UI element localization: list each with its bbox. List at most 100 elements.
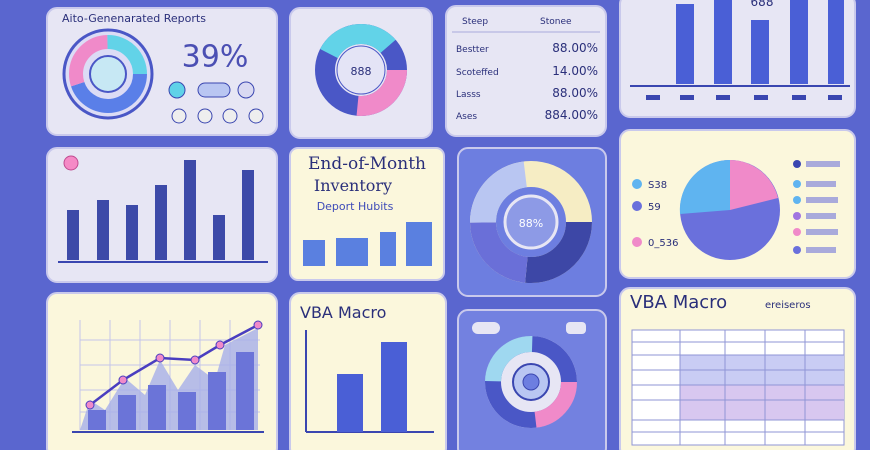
dial-segment (485, 336, 577, 428)
inventory-title: End-of-Month (308, 154, 426, 174)
point (215, 340, 225, 350)
row-value: 884.00% (545, 108, 598, 122)
tick (680, 95, 694, 100)
bar (828, 0, 844, 84)
bar (336, 238, 368, 266)
row-value: 14.00% (552, 64, 598, 78)
legend-dot (632, 237, 642, 247)
icon (237, 81, 255, 99)
legend-bar (806, 229, 838, 235)
row-value: 88.00% (552, 86, 598, 100)
icon (168, 81, 186, 99)
toggle (197, 82, 231, 98)
icon (197, 108, 213, 124)
ring-segment (470, 161, 592, 283)
percent-value: 39% (182, 40, 249, 75)
tick (792, 95, 806, 100)
bar (208, 372, 226, 430)
point (253, 320, 263, 330)
dial-knob (522, 373, 540, 391)
table-subtitle: ereiseros (765, 300, 811, 311)
tick (716, 95, 730, 100)
legend-label: 59 (648, 202, 661, 213)
legend-bar (806, 161, 840, 167)
tick (754, 95, 768, 100)
legend-dot (793, 246, 801, 254)
ring-center (503, 194, 559, 250)
row-value: 88.00% (552, 41, 598, 55)
toggle (566, 322, 586, 334)
dial-segment (485, 336, 577, 428)
table-band (680, 385, 844, 420)
bar (126, 205, 138, 260)
bar (118, 395, 136, 430)
bar (380, 232, 396, 266)
bar (184, 160, 196, 260)
bar (213, 215, 225, 260)
bar (155, 185, 167, 260)
tick (646, 95, 660, 100)
legend-dot (793, 180, 801, 188)
pie-slice (730, 160, 778, 210)
table-line (632, 330, 844, 445)
summary-panel (445, 5, 607, 137)
bar (337, 374, 363, 432)
bar-label: 688 (751, 0, 774, 9)
ring-badge: 88% (519, 217, 543, 230)
bar (751, 20, 769, 84)
icon (222, 108, 238, 124)
legend-dot (632, 201, 642, 211)
row-label: Scoteffed (456, 68, 499, 78)
gauge-center (89, 55, 127, 93)
legend-dot (632, 179, 642, 189)
tick (828, 95, 842, 100)
bar (242, 170, 254, 260)
point (118, 375, 128, 385)
bar (178, 392, 196, 430)
toggle (472, 322, 500, 334)
icon (171, 108, 187, 124)
bar (714, 0, 732, 84)
gauge-segment (69, 35, 147, 113)
legend-dot (793, 228, 801, 236)
bar (88, 410, 106, 430)
legend-dot (793, 196, 801, 204)
point (85, 400, 95, 410)
table-heading: Stonee (540, 17, 572, 27)
bar (148, 385, 166, 430)
donut-segment (315, 24, 407, 116)
bar (236, 352, 254, 430)
line (89, 323, 259, 406)
inventory-title: Inventory (314, 176, 392, 195)
legend-dot (793, 160, 801, 168)
table-title: VBA Macro (630, 292, 727, 313)
point (155, 353, 165, 363)
legend-bar (806, 247, 836, 253)
bar (676, 4, 694, 84)
bar (97, 200, 109, 260)
legend-label: 0_536 (648, 238, 678, 249)
bar (381, 342, 407, 432)
report-title: Aito-Genenarated Reports (62, 12, 206, 25)
row-label: Bestter (456, 45, 489, 55)
bar (303, 240, 325, 266)
inventory-subtitle: Deport Hubits (317, 200, 394, 213)
legend-bar (806, 181, 836, 187)
point (190, 355, 200, 365)
ring-segment (470, 161, 592, 283)
bar (790, 0, 808, 84)
donut-segment (315, 24, 407, 116)
row-label: Lasss (456, 90, 481, 100)
bar (67, 210, 79, 260)
vba-title: VBA Macro (300, 303, 386, 322)
inventory-panel (289, 147, 445, 281)
legend-dot (793, 212, 801, 220)
legend-bar (806, 197, 838, 203)
pie-slice (679, 159, 730, 214)
legend-bar (806, 213, 836, 219)
donut-badge: 888 (351, 65, 372, 78)
row-label: Ases (456, 112, 477, 122)
icon (63, 155, 79, 171)
